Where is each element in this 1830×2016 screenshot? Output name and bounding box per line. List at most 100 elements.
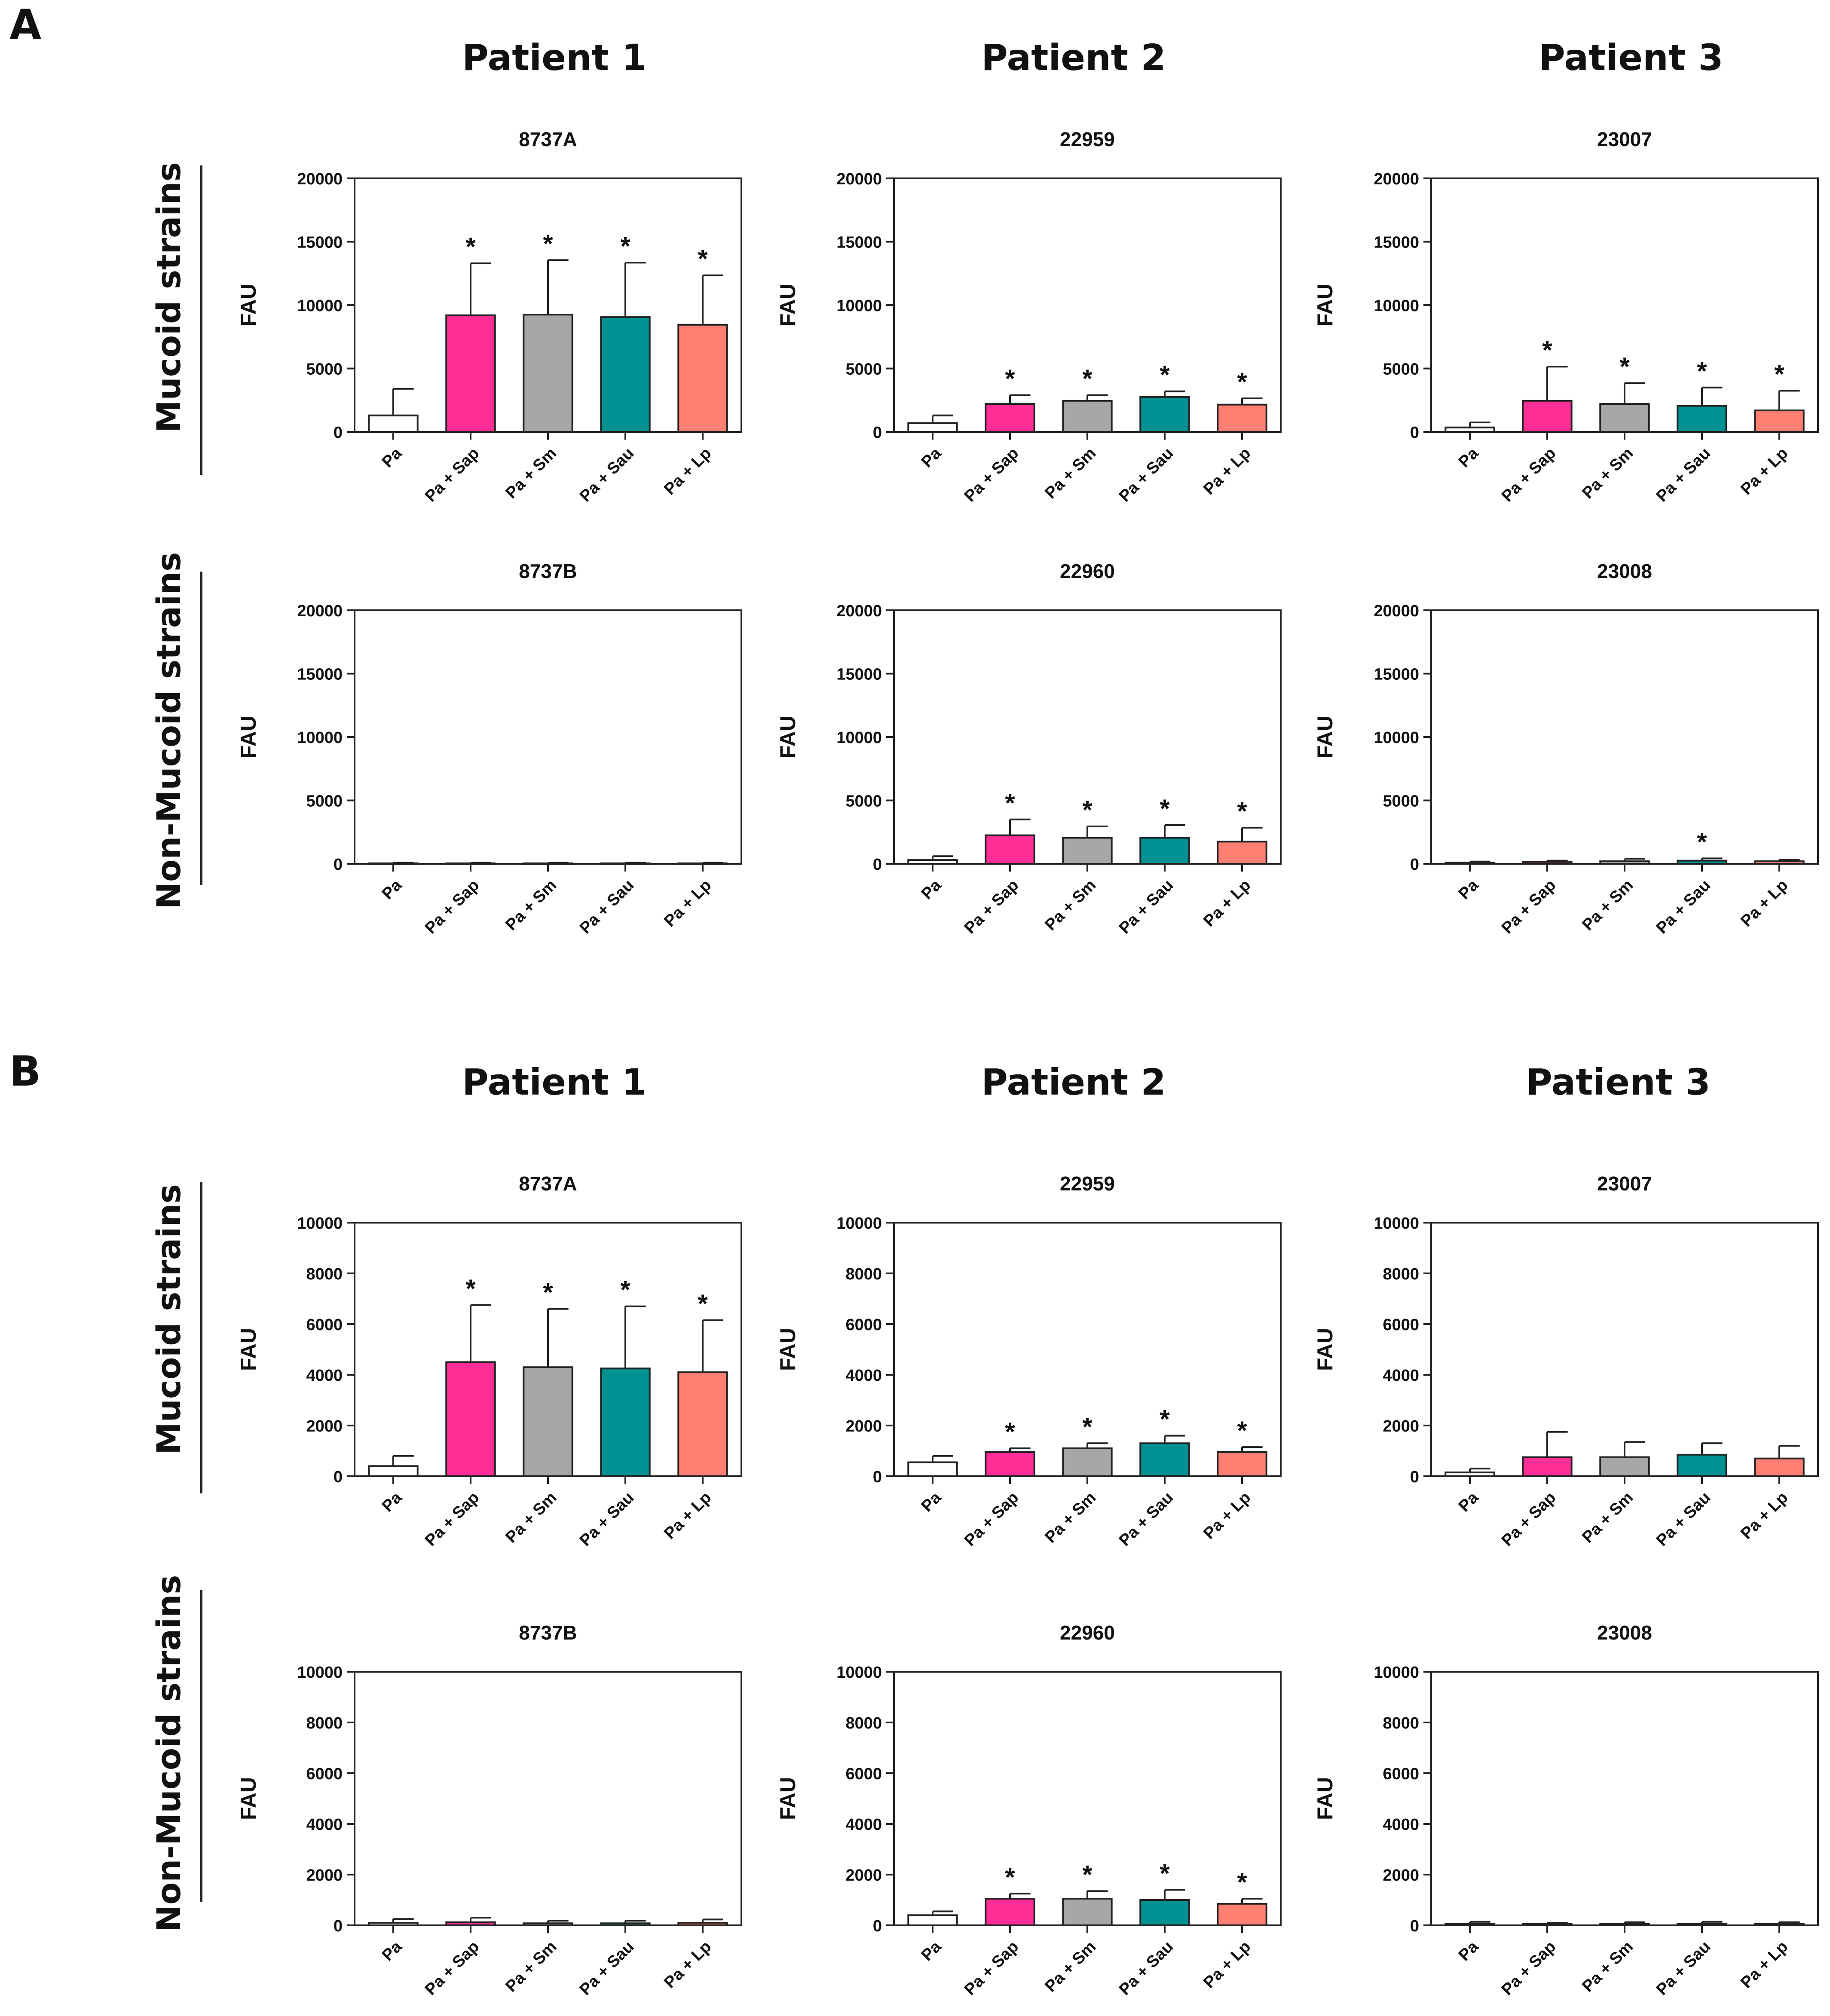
significance-mark: * — [1160, 1859, 1170, 1888]
x-tick-label: Pa + Lp — [661, 1938, 715, 1992]
bar — [1754, 1457, 1805, 1477]
significance-mark: * — [620, 232, 630, 260]
y-tick-label: 6000 — [306, 1316, 343, 1334]
bar — [1444, 426, 1495, 433]
bar — [1139, 1442, 1190, 1478]
y-axis-label: FAU — [776, 284, 800, 327]
bar — [445, 1921, 496, 1926]
y-tick-label: 20000 — [836, 602, 882, 620]
x-tick-label: Pa + Sau — [1116, 1938, 1177, 1999]
y-tick-label: 8000 — [306, 1714, 343, 1732]
bar — [600, 316, 651, 433]
y-tick-label: 0 — [1410, 1468, 1419, 1486]
y-tick-label: 15000 — [1374, 666, 1419, 684]
x-tick-label: Pa — [918, 876, 945, 903]
y-tick-label: 2000 — [1383, 1866, 1419, 1884]
significance-mark: * — [543, 229, 553, 258]
x-tick-label: Pa + Sm — [1041, 444, 1099, 502]
y-tick-label: 10000 — [297, 729, 343, 747]
y-tick-label: 4000 — [845, 1816, 882, 1834]
x-tick-label: Pa + Sm — [1579, 1489, 1637, 1547]
significance-mark: * — [465, 1274, 476, 1303]
y-axis-label: FAU — [1313, 284, 1337, 327]
y-axis-label: FAU — [776, 1777, 800, 1820]
x-tick-label: Pa + Lp — [661, 444, 715, 499]
y-axis-label: FAU — [776, 1328, 800, 1371]
bar — [1754, 1923, 1805, 1926]
y-tick-label: 10000 — [1374, 1214, 1419, 1233]
y-tick-label: 5000 — [845, 361, 882, 379]
bar — [1677, 405, 1727, 433]
y-tick-label: 0 — [334, 1917, 343, 1935]
chart-title: 22960 — [1060, 1621, 1115, 1644]
bar — [1677, 1453, 1727, 1478]
x-tick-label: Pa + Sau — [1653, 1489, 1714, 1550]
y-tick-label: 2000 — [1383, 1417, 1419, 1435]
x-tick-label: Pa — [1455, 444, 1482, 471]
x-tick-label: Pa + Sm — [1579, 444, 1637, 502]
bar — [1599, 860, 1650, 865]
x-tick-label: Pa + Lp — [1737, 1938, 1791, 1992]
significance-mark: * — [465, 232, 476, 261]
bar — [1217, 1451, 1267, 1477]
patient-title: Patient 3 — [1526, 1061, 1711, 1103]
y-tick-label: 4000 — [845, 1367, 882, 1385]
bar — [907, 1461, 958, 1478]
x-tick-label: Pa — [379, 444, 406, 471]
x-tick-label: Pa + Sap — [422, 1938, 483, 1999]
y-tick-label: 0 — [1410, 856, 1419, 874]
panel-letter-a: A — [9, 1, 42, 49]
x-tick-label: Pa + Lp — [1737, 444, 1791, 499]
chart-title: 22960 — [1060, 560, 1115, 582]
y-tick-label: 10000 — [1374, 1664, 1419, 1682]
y-tick-label: 15000 — [297, 666, 343, 684]
x-tick-label: Pa — [379, 1488, 406, 1515]
x-tick-label: Pa + Sap — [1498, 1938, 1559, 1999]
x-tick-label: Pa + Sm — [1579, 1938, 1637, 1996]
bar — [907, 422, 958, 433]
y-tick-label: 2000 — [306, 1866, 343, 1884]
x-tick-label: Pa + Lp — [1737, 876, 1791, 930]
plot-frame — [893, 177, 1282, 433]
x-tick-label: Pa + Sm — [502, 444, 560, 502]
patient-title: Patient 2 — [981, 1061, 1166, 1103]
x-tick-label: Pa + Sap — [961, 1489, 1022, 1550]
y-tick-label: 15000 — [297, 234, 343, 252]
bar — [677, 324, 728, 433]
y-tick-label: 15000 — [836, 666, 882, 684]
y-tick-label: 2000 — [306, 1417, 343, 1435]
x-tick-label: Pa + Sau — [576, 444, 637, 505]
y-tick-label: 10000 — [1374, 729, 1419, 747]
plot-frame — [354, 1671, 742, 1926]
y-tick-label: 15000 — [836, 234, 882, 252]
bar — [907, 859, 958, 865]
y-tick-label: 2000 — [845, 1866, 882, 1884]
x-tick-label: Pa + Lp — [1200, 1938, 1254, 1992]
bar — [1522, 1456, 1573, 1477]
bar — [1062, 400, 1113, 433]
y-tick-label: 20000 — [297, 602, 343, 620]
chart-title: 23007 — [1597, 1172, 1652, 1195]
bar — [985, 403, 1035, 433]
y-tick-label: 4000 — [306, 1367, 343, 1385]
bar — [1444, 1471, 1495, 1477]
y-tick-label: 20000 — [1374, 170, 1419, 188]
x-tick-label: Pa + Sap — [961, 1938, 1022, 1999]
y-tick-label: 2000 — [845, 1417, 882, 1435]
row-divider — [200, 1590, 202, 1902]
patient-title: Patient 2 — [981, 37, 1166, 79]
y-tick-label: 5000 — [845, 792, 882, 811]
y-tick-label: 8000 — [1383, 1714, 1419, 1732]
bar — [445, 314, 496, 433]
y-tick-label: 5000 — [306, 361, 343, 379]
bar — [600, 1367, 651, 1477]
plot-frame — [1430, 609, 1819, 865]
bar — [1062, 1447, 1113, 1478]
y-axis-label: FAU — [1313, 716, 1337, 759]
row-divider — [200, 572, 202, 885]
significance-mark: * — [1697, 827, 1707, 856]
y-tick-label: 10000 — [297, 1664, 343, 1682]
x-tick-label: Pa + Lp — [1200, 876, 1254, 930]
y-tick-label: 10000 — [836, 297, 882, 315]
bar — [445, 1361, 496, 1477]
